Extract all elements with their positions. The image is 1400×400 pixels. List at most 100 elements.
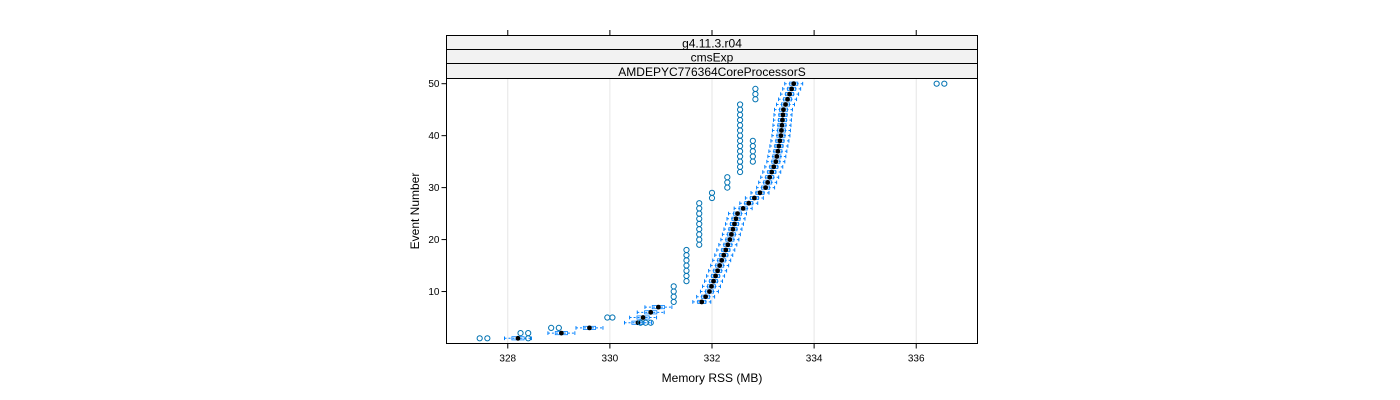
event-box-2: [517, 330, 576, 337]
event-box-27: [696, 200, 759, 207]
median-dot: [776, 143, 782, 149]
event-box-5: [604, 314, 658, 321]
outlier-point: [752, 90, 759, 98]
event-box-10: [670, 288, 719, 295]
median-dot: [783, 102, 788, 107]
outlier-point: [696, 205, 703, 212]
event-box-24: [696, 215, 746, 222]
event-box-4: [623, 319, 654, 326]
event-box-38: [736, 142, 789, 150]
outlier-point: [683, 267, 690, 274]
outlier-point: [683, 252, 690, 259]
outlier-point: [683, 262, 690, 269]
event-box-12: [683, 278, 724, 285]
event-box-21: [696, 231, 741, 238]
outlier-point: [724, 184, 731, 191]
event-box-16: [683, 257, 732, 264]
outlier-point: [736, 122, 744, 129]
event-box-11: [670, 283, 721, 290]
median-dot: [707, 289, 712, 294]
grid-lines: [507, 78, 917, 344]
event-box-36: [736, 153, 787, 160]
median-dot: [740, 206, 746, 211]
event-box-29: [708, 189, 770, 196]
median-dot: [757, 190, 763, 196]
outlier-point: [941, 80, 948, 87]
median-dot: [751, 195, 757, 201]
event-box-42: [736, 122, 792, 129]
median-dot: [785, 96, 790, 102]
event-box-1: [476, 335, 532, 342]
outlier-point: [724, 174, 731, 181]
outlier-point: [609, 314, 616, 321]
event-box-41: [736, 127, 791, 134]
strip-label-1: g4.11.3.r04: [682, 37, 742, 51]
outlier-point: [736, 127, 744, 134]
event-box-45: [736, 106, 793, 113]
outlier-point: [736, 101, 744, 108]
outlier-point: [555, 324, 562, 332]
median-dot: [789, 86, 795, 92]
y-tick-label: 30: [428, 183, 440, 194]
event-box-31: [724, 179, 778, 186]
event-box-9: [670, 293, 716, 300]
outlier-point: [736, 137, 744, 144]
event-box-50: [784, 80, 948, 87]
strip-label-2: cmsExp: [691, 51, 734, 65]
median-dot: [709, 283, 714, 289]
median-dot: [727, 237, 733, 242]
median-dot: [735, 211, 740, 216]
event-box-17: [683, 252, 734, 259]
event-box-37: [736, 148, 788, 155]
outlier-point: [525, 330, 532, 337]
outlier-point: [604, 314, 611, 321]
boxplot-marks: [476, 80, 948, 342]
outlier-point: [517, 330, 524, 337]
event-box-43: [736, 116, 792, 124]
event-box-19: [696, 241, 738, 248]
outlier-point: [724, 179, 731, 186]
outlier-point: [670, 298, 677, 306]
median-dot: [765, 180, 771, 185]
median-dot: [715, 268, 721, 274]
median-dot: [767, 174, 773, 180]
outlier-point: [736, 153, 744, 160]
event-box-22: [696, 226, 743, 233]
median-dot: [746, 200, 752, 206]
event-box-34: [736, 163, 784, 170]
median-dot: [713, 273, 718, 279]
median-dot: [763, 185, 769, 191]
outlier-point: [683, 246, 690, 254]
median-dot: [721, 252, 727, 258]
median-dot: [648, 309, 654, 315]
outlier-point: [749, 137, 756, 144]
outlier-point: [696, 236, 703, 243]
event-box-44: [736, 111, 793, 118]
outlier-point: [683, 257, 690, 264]
x-tick-label: 334: [806, 354, 823, 365]
outlier-point: [736, 142, 744, 150]
outlier-point: [736, 158, 744, 165]
event-box-40: [736, 132, 791, 139]
top-tick-marks: [507, 30, 917, 36]
event-box-14: [683, 267, 728, 274]
event-box-23: [696, 220, 744, 228]
outlier-point: [696, 226, 703, 233]
y-tick-label: 50: [428, 79, 440, 90]
event-box-13: [683, 272, 726, 280]
event-box-8: [670, 298, 712, 306]
x-axis-label: Memory RSS (MB): [662, 371, 763, 385]
outlier-point: [696, 220, 703, 228]
outlier-point: [736, 148, 744, 155]
median-dot: [703, 294, 709, 300]
outlier-point: [708, 189, 716, 196]
event-box-15: [683, 262, 730, 269]
event-box-18: [683, 246, 736, 254]
median-dot: [729, 231, 734, 237]
y-axis-label: Event Number: [408, 173, 422, 250]
y-axis: 10 20 30 40 50: [428, 79, 447, 298]
median-dot: [711, 278, 716, 284]
outlier-point: [749, 142, 756, 150]
event-box-47: [752, 96, 798, 103]
outlier-point: [647, 319, 654, 326]
